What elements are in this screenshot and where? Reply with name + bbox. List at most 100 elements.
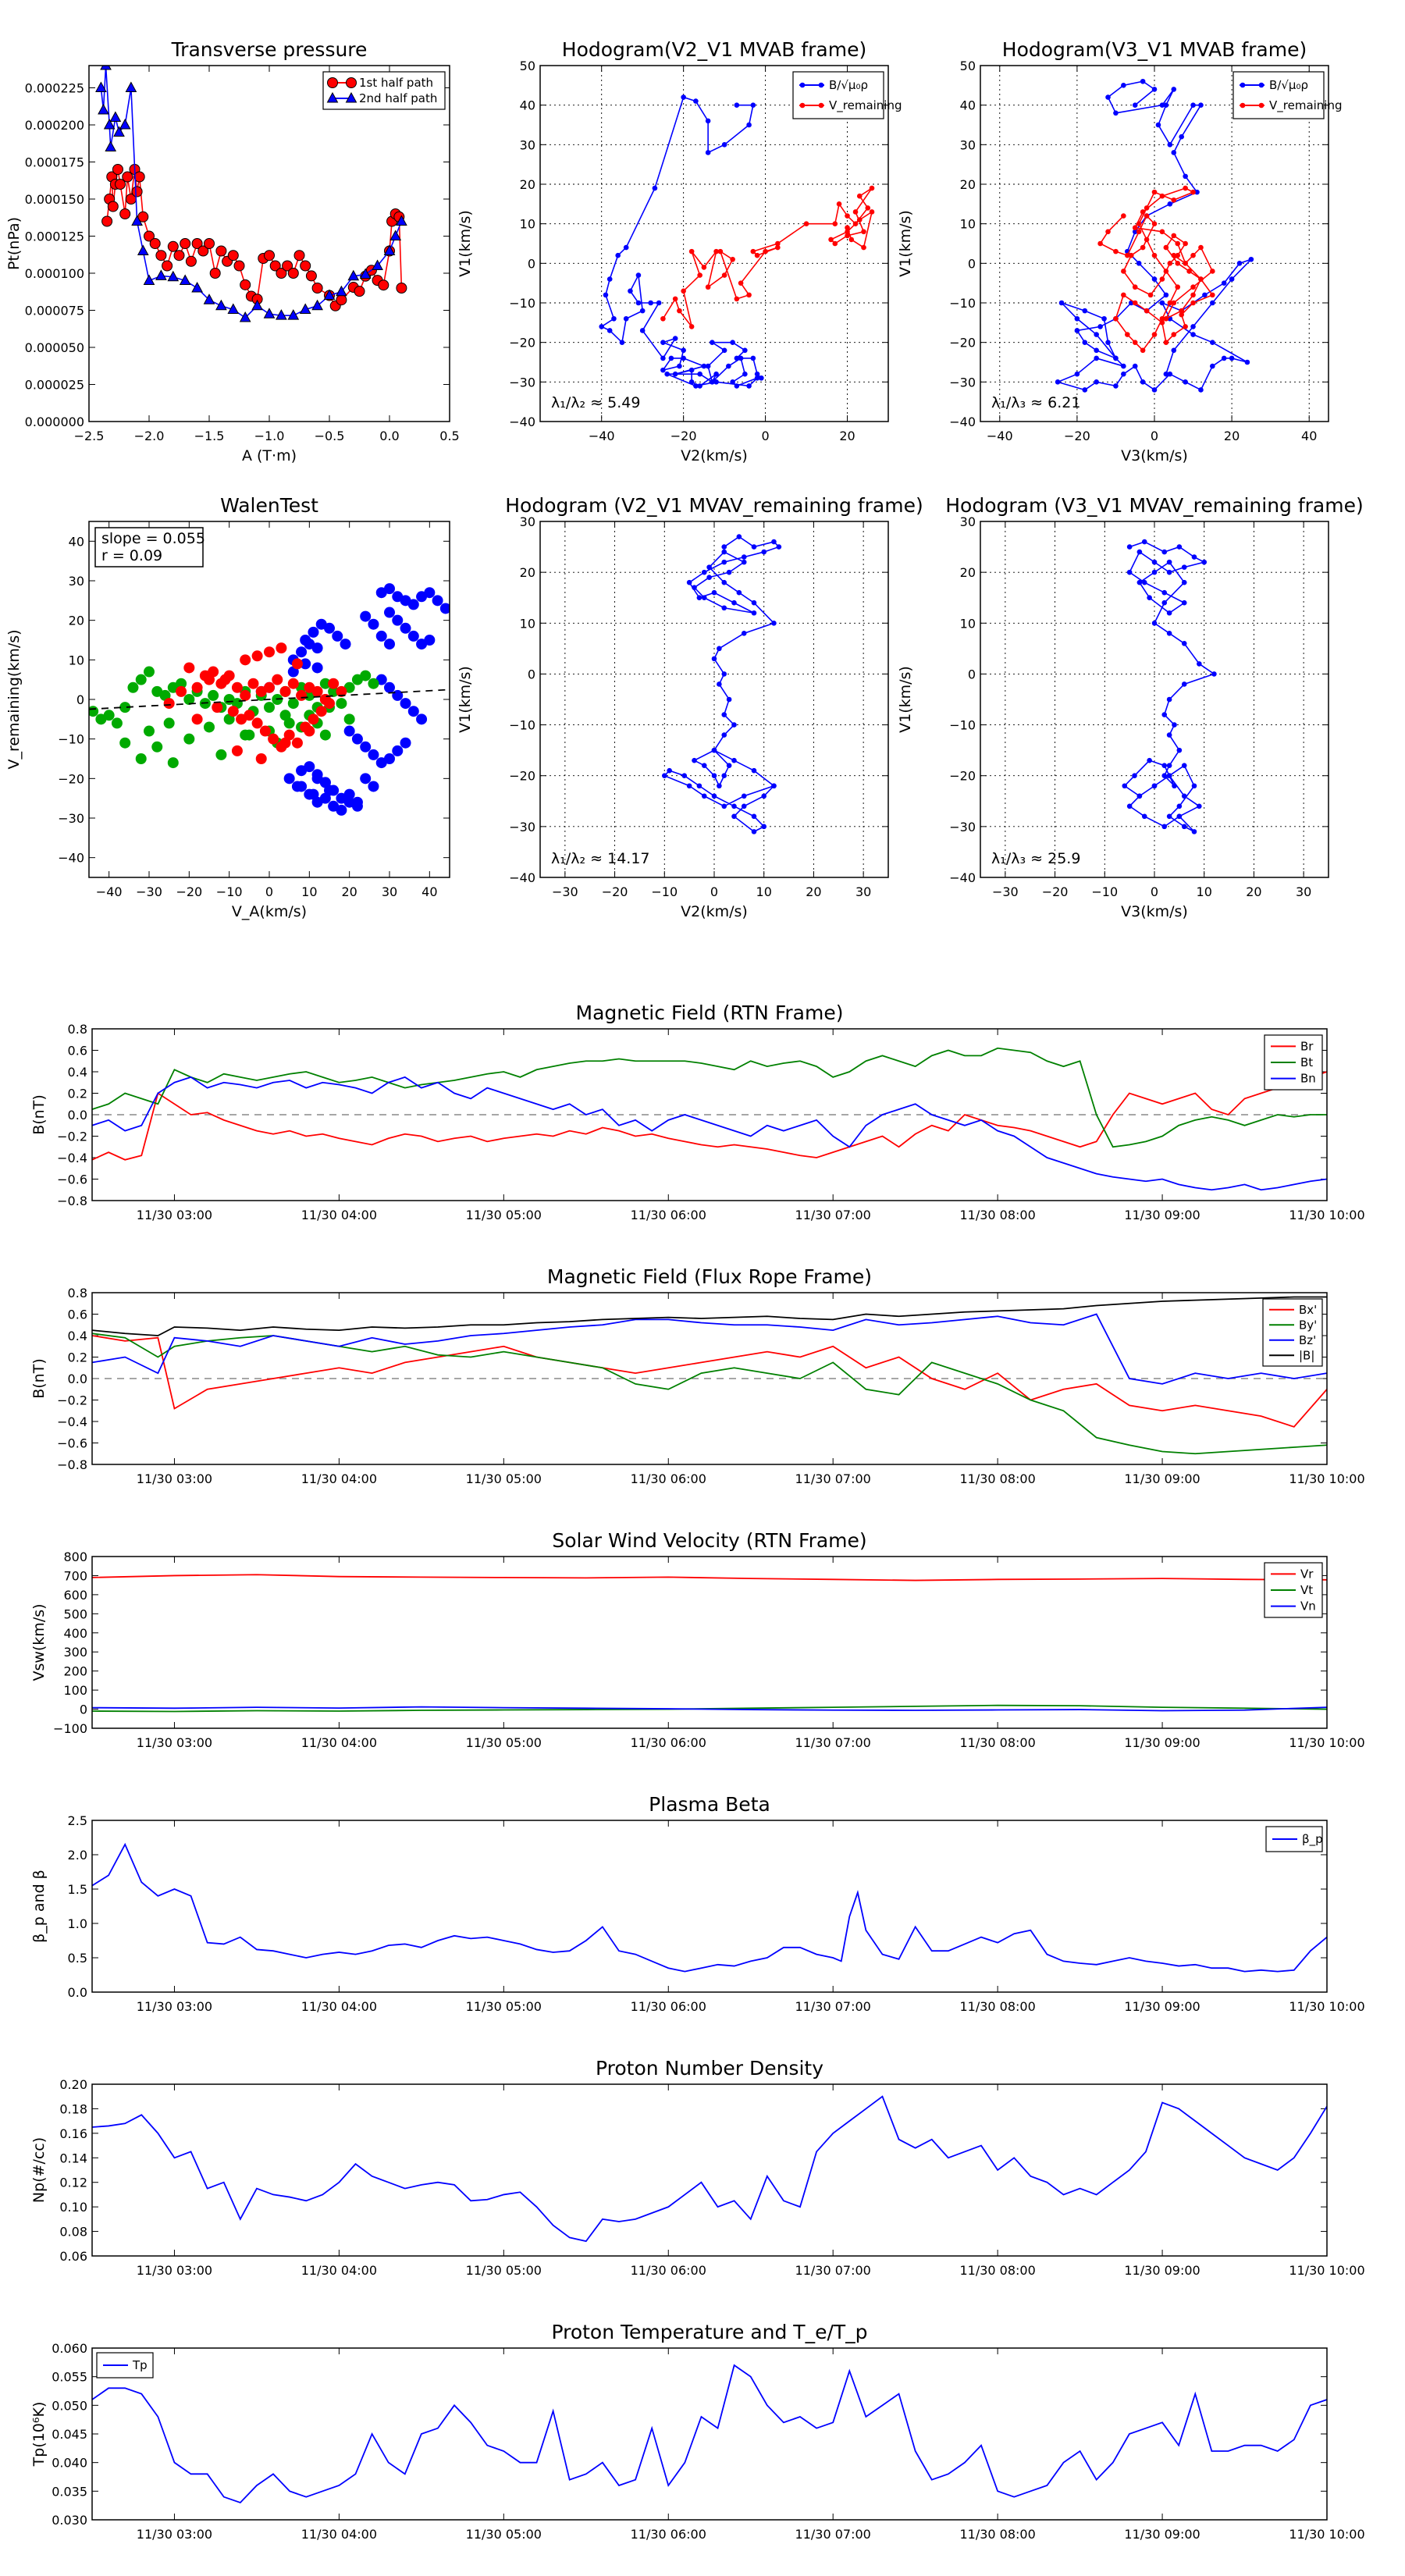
series-s0-point bbox=[375, 630, 387, 642]
series-b-point bbox=[1055, 379, 1061, 385]
series-2nd-half-path-point bbox=[137, 244, 149, 255]
series-v-remaining-point bbox=[1175, 252, 1181, 258]
series-s0-point bbox=[1161, 600, 1168, 606]
y-tick-label: 0.045 bbox=[52, 2427, 87, 2442]
x-tick-label: 11/30 10:00 bbox=[1289, 2263, 1364, 2278]
y-tick-label: −40 bbox=[58, 851, 84, 866]
y-tick-label: −0.8 bbox=[57, 1194, 87, 1208]
series-v-remaining-point bbox=[672, 296, 678, 302]
y-axis-label: V1(km/s) bbox=[897, 666, 914, 733]
series-s1-point bbox=[119, 702, 131, 713]
series-s0-point bbox=[717, 646, 722, 652]
series-s1-point bbox=[103, 710, 115, 721]
legend-label: Vr bbox=[1300, 1567, 1314, 1581]
plot-marks bbox=[92, 1047, 1327, 1191]
series-s0-point bbox=[343, 725, 355, 737]
y-tick-label: 0.16 bbox=[59, 2126, 87, 2141]
series-s0-point bbox=[311, 769, 323, 781]
series-v-remaining-point bbox=[1151, 221, 1158, 226]
series-s0-point bbox=[1166, 763, 1172, 768]
x-axis-label: V2(km/s) bbox=[681, 903, 748, 920]
series-s0-point bbox=[360, 610, 372, 622]
x-tick-label: −2.0 bbox=[134, 429, 165, 443]
series-s1-point bbox=[135, 753, 147, 764]
series-s0-point bbox=[283, 773, 295, 785]
series-s2-point bbox=[191, 713, 203, 725]
series-s0-point bbox=[1166, 569, 1172, 575]
x-tick-label: 11/30 03:00 bbox=[137, 2527, 212, 2542]
y-tick-label: 0.12 bbox=[59, 2176, 87, 2190]
series-s2-point bbox=[251, 650, 263, 662]
x-tick-label: 0 bbox=[761, 429, 769, 443]
y-tick-label: 30 bbox=[960, 514, 976, 529]
series-v-remaining-point bbox=[1163, 340, 1169, 345]
series-b-point bbox=[1167, 201, 1173, 207]
plot-marks bbox=[95, 66, 407, 322]
y-tick-label: 20 bbox=[520, 565, 535, 580]
series-2nd-half-path-point bbox=[239, 311, 251, 322]
series-s0-point bbox=[1181, 579, 1187, 585]
series-s0-point bbox=[1161, 824, 1168, 830]
series-v-remaining-point bbox=[1171, 300, 1177, 306]
y-tick-label: 0.20 bbox=[59, 2077, 87, 2092]
series-s0-point bbox=[711, 773, 717, 779]
series-s1-point bbox=[208, 689, 219, 701]
series-s0-point bbox=[717, 783, 722, 789]
series-s0-point bbox=[296, 646, 308, 658]
y-axis-label: Tp(10⁶K) bbox=[30, 2402, 48, 2467]
series-s0-point bbox=[1172, 722, 1177, 728]
series-s0-point bbox=[1166, 773, 1172, 779]
panel-proton-number-density: 11/30 03:00 11/30 04:00 11/30 05:00 11/30 0… bbox=[30, 2057, 1365, 2278]
series-b-point bbox=[1229, 276, 1235, 282]
series-v-remaining-point bbox=[1210, 269, 1215, 274]
y-tick-label: 100 bbox=[63, 1683, 87, 1698]
series-b-point bbox=[1179, 133, 1184, 140]
legend-marker bbox=[1258, 82, 1264, 88]
stats-line: r = 0.09 bbox=[101, 547, 162, 564]
series-v-remaining-point bbox=[1097, 240, 1103, 247]
legend-label: |B| bbox=[1299, 1348, 1314, 1362]
plot-frame bbox=[91, 2347, 1328, 2521]
series-v-remaining-point bbox=[1183, 261, 1188, 266]
y-tick-label: 0.055 bbox=[52, 2370, 87, 2385]
series-2nd-half-path-point bbox=[389, 229, 402, 240]
series-s0-point bbox=[1161, 773, 1168, 779]
series-s0-point bbox=[1197, 661, 1202, 667]
series-b-point bbox=[599, 324, 605, 329]
series-b-point bbox=[1183, 173, 1188, 180]
series-b-point bbox=[1132, 102, 1138, 108]
x-tick-label: 0 bbox=[1151, 884, 1158, 899]
plot-marks bbox=[89, 583, 450, 816]
y-tick-label: 2.5 bbox=[68, 1813, 87, 1828]
series-b-point bbox=[1136, 261, 1142, 266]
series-v-remaining-point bbox=[1121, 269, 1126, 274]
y-tick-label: −30 bbox=[949, 375, 976, 390]
series-s0-point bbox=[1191, 829, 1197, 834]
series-s2-point bbox=[308, 713, 319, 725]
panel-hodogram-v2-v1-mvav-remaining-frame: −30 −20 −10 0 10 20 30−40−30−20−100102030Hodog… bbox=[457, 494, 923, 920]
legend: Bx'By'Bz'|B| bbox=[1262, 1298, 1323, 1367]
series-1st-half-path-point bbox=[191, 238, 203, 249]
x-tick-label: −40 bbox=[589, 429, 615, 443]
series-b-point bbox=[672, 336, 678, 341]
series-s0-point bbox=[332, 630, 343, 642]
series-1st-half-path-point bbox=[122, 171, 133, 183]
x-tick-label: −20 bbox=[602, 884, 628, 899]
series-v-remaining-point bbox=[861, 244, 866, 251]
legend: B/√μ₀ρ V_remaining bbox=[792, 71, 902, 119]
series-v-remaining-point bbox=[1190, 189, 1196, 195]
series-s0-point bbox=[1151, 569, 1158, 575]
series-s0-point bbox=[368, 781, 379, 792]
chart-title: Hodogram(V3_V1 MVAB frame) bbox=[1002, 38, 1307, 61]
x-tick-label: 11/30 06:00 bbox=[631, 1208, 706, 1222]
series-s2-point bbox=[212, 702, 223, 713]
series-s0-point bbox=[384, 681, 395, 693]
x-tick-label: −20 bbox=[1064, 429, 1090, 443]
y-tick-label: −0.4 bbox=[57, 1151, 87, 1165]
x-tick-label: 11/30 08:00 bbox=[959, 1208, 1035, 1222]
y-tick-label: 0.030 bbox=[52, 2513, 87, 2528]
legend-marker bbox=[1240, 102, 1246, 109]
series-b-point bbox=[1074, 371, 1080, 377]
x-tick-label: 30 bbox=[1296, 884, 1311, 899]
x-axis-label: V_A(km/s) bbox=[232, 903, 307, 920]
